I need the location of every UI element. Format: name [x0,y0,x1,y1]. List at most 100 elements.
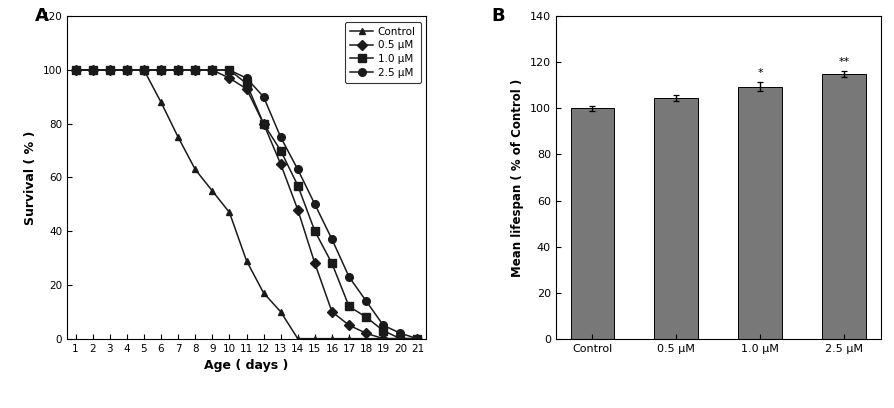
Control [139,68,149,73]
0.5 μM [361,331,372,336]
0.5 μM [309,261,320,266]
Text: **: ** [839,57,849,67]
2.5 μM [122,68,132,73]
1.0 μM [395,336,406,341]
Control [224,210,235,215]
1.0 μM [122,68,132,73]
0.5 μM [224,75,235,80]
Control [190,167,200,172]
Y-axis label: Survival ( % ): Survival ( % ) [24,130,37,225]
1.0 μM [412,336,423,341]
2.5 μM [207,68,218,73]
Line: Control: Control [72,67,421,342]
2.5 μM [190,68,200,73]
Control [258,290,269,295]
1.0 μM [173,68,183,73]
2.5 μM [139,68,149,73]
0.5 μM [275,162,286,166]
0.5 μM [378,336,389,341]
2.5 μM [292,167,303,172]
0.5 μM [412,336,423,341]
Line: 0.5 μM: 0.5 μM [72,67,421,342]
0.5 μM [190,68,200,73]
Control [173,135,183,140]
Control [88,68,98,73]
1.0 μM [224,68,235,73]
1.0 μM [156,68,166,73]
0.5 μM [173,68,183,73]
2.5 μM [88,68,98,73]
2.5 μM [343,275,354,279]
1.0 μM [361,315,372,319]
0.5 μM [241,86,252,91]
2.5 μM [378,323,389,328]
Control [275,309,286,314]
0.5 μM [88,68,98,73]
2.5 μM [156,68,166,73]
X-axis label: Age ( days ): Age ( days ) [205,359,289,372]
1.0 μM [326,261,337,266]
1.0 μM [258,121,269,126]
Control [343,336,354,341]
Control [395,336,406,341]
Control [292,336,303,341]
Control [309,336,320,341]
Line: 2.5 μM: 2.5 μM [72,66,421,342]
Control [105,68,115,73]
Control [241,258,252,263]
1.0 μM [190,68,200,73]
Bar [570,109,614,339]
Control [207,188,218,193]
Text: *: * [757,68,763,78]
Bar [654,98,698,339]
0.5 μM [395,336,406,341]
Control [156,100,166,105]
1.0 μM [292,183,303,188]
2.5 μM [309,202,320,207]
2.5 μM [71,68,81,73]
2.5 μM [258,94,269,99]
2.5 μM [326,237,337,242]
Control [361,336,372,341]
1.0 μM [71,68,81,73]
2.5 μM [361,299,372,304]
Bar [738,86,782,339]
1.0 μM [88,68,98,73]
2.5 μM [275,135,286,140]
2.5 μM [224,68,235,73]
Line: 1.0 μM: 1.0 μM [72,66,421,342]
0.5 μM [326,309,337,314]
2.5 μM [395,331,406,336]
1.0 μM [378,328,389,333]
Bar [822,74,865,339]
Legend: Control, 0.5 μM, 1.0 μM, 2.5 μM: Control, 0.5 μM, 1.0 μM, 2.5 μM [345,22,421,83]
0.5 μM [139,68,149,73]
Text: B: B [491,7,504,24]
1.0 μM [207,68,218,73]
1.0 μM [139,68,149,73]
0.5 μM [156,68,166,73]
2.5 μM [173,68,183,73]
0.5 μM [71,68,81,73]
2.5 μM [241,75,252,80]
0.5 μM [258,121,269,126]
0.5 μM [292,207,303,212]
Control [326,336,337,341]
Control [71,68,81,73]
Control [378,336,389,341]
1.0 μM [275,148,286,153]
1.0 μM [105,68,115,73]
Control [122,68,132,73]
Control [412,336,423,341]
2.5 μM [105,68,115,73]
Text: A: A [35,7,48,24]
1.0 μM [309,229,320,234]
0.5 μM [343,323,354,328]
0.5 μM [207,68,218,73]
2.5 μM [412,336,423,341]
1.0 μM [343,304,354,309]
Y-axis label: Mean lifespan ( % of Control ): Mean lifespan ( % of Control ) [511,78,524,277]
1.0 μM [241,81,252,86]
0.5 μM [105,68,115,73]
0.5 μM [122,68,132,73]
